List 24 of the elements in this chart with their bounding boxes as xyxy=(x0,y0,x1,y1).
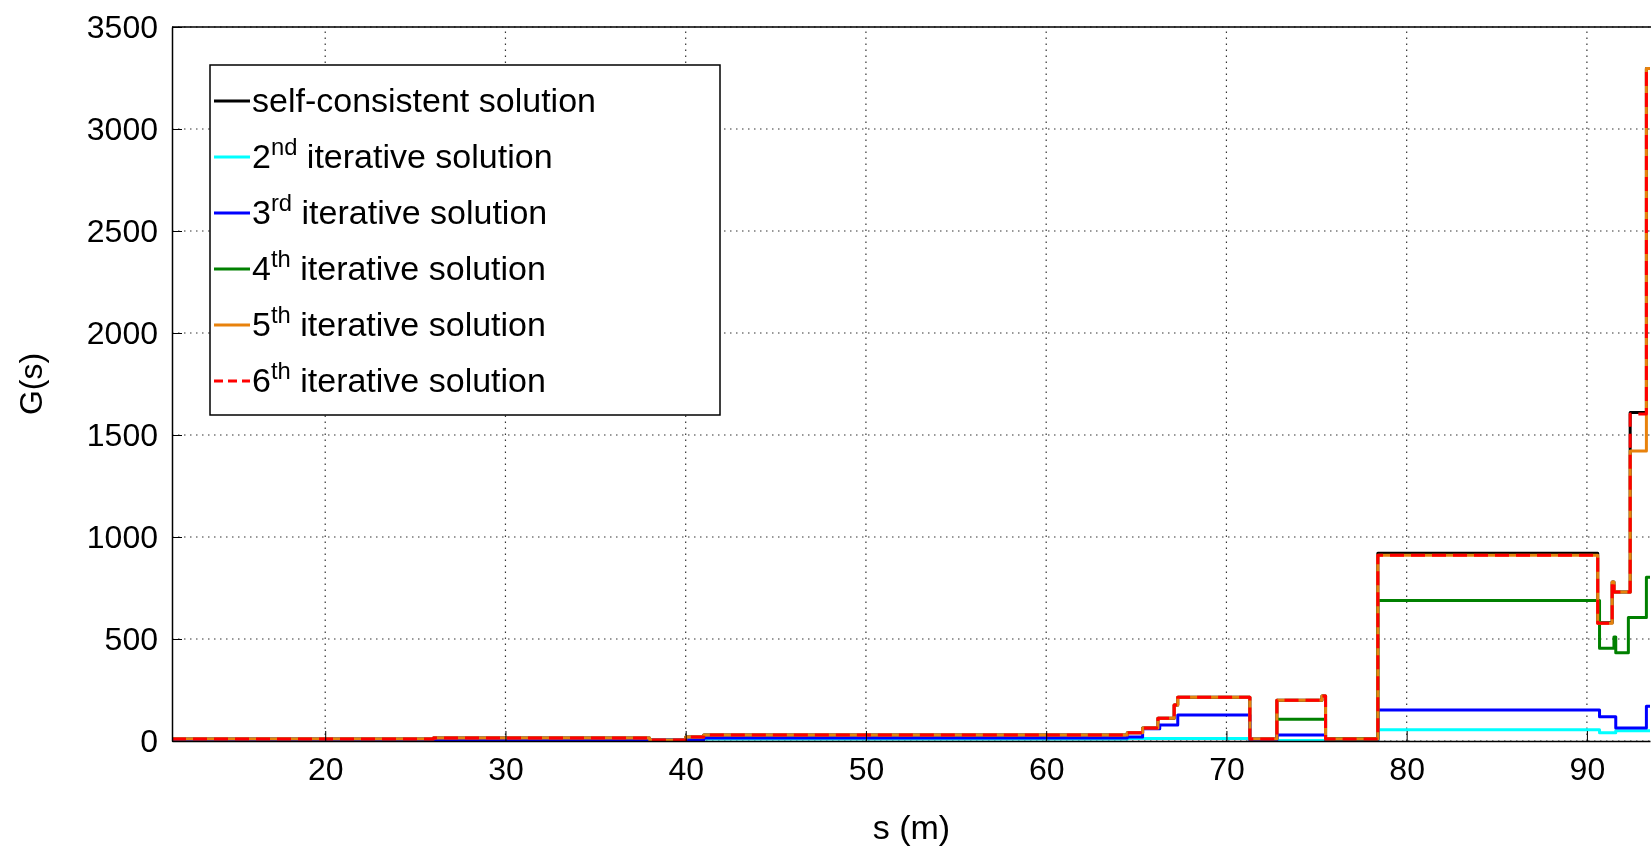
y-axis-title: G(s) xyxy=(13,352,49,416)
legend-label: 3$^{rd}$ iterative solution xyxy=(252,188,548,231)
x-tick-label: 70 xyxy=(1209,750,1245,787)
y-tick-label: 500 xyxy=(104,620,158,657)
y-tick-label: 2500 xyxy=(86,212,158,249)
x-tick-label: 30 xyxy=(488,750,524,787)
x-tick-label: 40 xyxy=(668,750,704,787)
legend-label: self-consistent solution xyxy=(252,81,596,119)
y-tick-label: 0 xyxy=(140,722,158,759)
y-tick-label: 1000 xyxy=(86,518,158,555)
y-tick-label: 3000 xyxy=(86,110,158,147)
y-tick-label: 3500 xyxy=(86,8,158,45)
x-axis-title: s (m) xyxy=(872,808,951,846)
y-tick-label: 2000 xyxy=(86,314,158,351)
x-tick-label: 80 xyxy=(1389,750,1425,787)
x-tick-label: 60 xyxy=(1028,750,1065,787)
legend-label: 5$^{th}$ iterative solution xyxy=(252,300,546,343)
legend-label: 4$^{th}$ iterative solution xyxy=(252,244,546,287)
x-tick-label: 50 xyxy=(848,750,885,787)
x-tick-label: 90 xyxy=(1569,750,1606,787)
legend-label: 6$^{th}$ iterative solution xyxy=(252,356,546,399)
legend-label: 2$^{nd}$ iterative solution xyxy=(252,132,553,175)
y-tick-label: 1500 xyxy=(86,416,158,453)
x-tick-label: 20 xyxy=(307,750,344,787)
